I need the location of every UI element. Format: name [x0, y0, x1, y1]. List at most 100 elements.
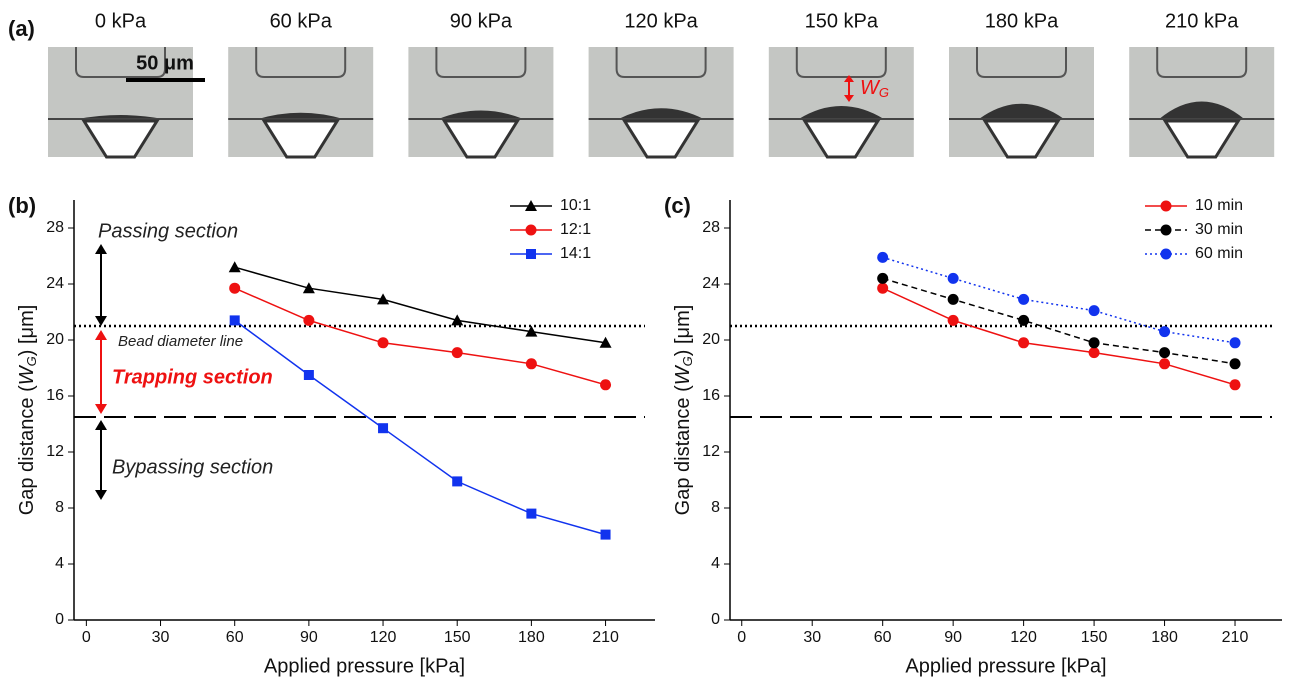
chamber — [795, 47, 887, 78]
marker — [303, 314, 315, 326]
pressure-label: 150 kPa — [805, 10, 879, 32]
y-tick-label: 16 — [46, 387, 64, 404]
x-tick-label: 120 — [1010, 629, 1037, 646]
y-tick-label: 4 — [711, 555, 720, 572]
meniscus — [979, 103, 1064, 119]
y-tick-label: 28 — [46, 219, 64, 236]
chamber — [435, 47, 527, 78]
x-tick-label: 0 — [82, 629, 91, 646]
series-line — [234, 266, 606, 344]
marker — [303, 370, 314, 380]
wg-head — [844, 75, 854, 102]
marker — [228, 261, 241, 273]
y-label-text: ) [μm] — [16, 305, 38, 357]
legend-label: 12:1 — [560, 221, 591, 238]
outlet — [261, 119, 340, 159]
marker — [1088, 347, 1100, 359]
marker — [1159, 358, 1171, 370]
y-label-text: ) [μm] — [672, 305, 694, 357]
series-line — [882, 277, 1236, 365]
y-tick-label: 24 — [46, 275, 64, 292]
legend-marker — [525, 224, 537, 236]
x-tick-label: 60 — [226, 629, 244, 646]
x-tick-label: 180 — [518, 629, 545, 646]
marker — [377, 337, 389, 349]
y-label-text: Gap distance ( — [16, 385, 38, 515]
marker — [600, 379, 612, 391]
pressure-label: 90 kPa — [450, 10, 513, 32]
x-tick-label: 150 — [1081, 629, 1108, 646]
marker — [947, 272, 959, 284]
meniscus — [438, 110, 524, 119]
y-axis-label: Gap distance (WG) [μm] — [16, 305, 39, 516]
y-tick-label: 24 — [702, 275, 720, 292]
marker — [1159, 326, 1171, 338]
panel-label: (a) — [8, 16, 35, 41]
annotation: Trapping section — [112, 366, 273, 388]
series-line — [882, 287, 1236, 386]
x-tick-label: 120 — [370, 629, 397, 646]
marker — [451, 314, 464, 326]
annotation: Bead diameter line — [118, 333, 243, 350]
legend-marker — [1160, 224, 1172, 236]
pressure-label: 60 kPa — [270, 10, 333, 32]
legend-marker — [1160, 200, 1172, 212]
marker — [877, 272, 889, 284]
marker — [1229, 379, 1241, 391]
pressure-label: 120 kPa — [624, 10, 698, 32]
x-tick-label: 30 — [803, 629, 821, 646]
x-tick-label: 90 — [944, 629, 962, 646]
panel-label: (c) — [664, 193, 691, 218]
marker — [1018, 293, 1030, 305]
y-label-italic: W — [672, 364, 694, 385]
outlet — [81, 119, 160, 159]
x-tick-label: 210 — [1222, 629, 1249, 646]
y-axis-label: Gap distance (WG) [μm] — [672, 305, 695, 516]
marker — [526, 508, 537, 519]
legend-marker — [525, 200, 537, 211]
y-label-sub: G — [24, 356, 39, 366]
marker — [1018, 337, 1030, 349]
marker — [377, 293, 390, 305]
pressure-label: 210 kPa — [1165, 10, 1239, 32]
chamber — [1156, 47, 1248, 78]
chamber — [75, 47, 166, 78]
meniscus — [798, 106, 884, 119]
y-tick-label: 20 — [702, 331, 720, 348]
y-tick-label: 12 — [46, 443, 64, 460]
x-tick-label: 0 — [737, 629, 746, 646]
marker — [452, 476, 463, 487]
marker — [1018, 314, 1030, 326]
wg-sub: G — [879, 85, 889, 100]
marker — [229, 315, 240, 326]
micrographs — [48, 47, 1275, 159]
pressure-label: 180 kPa — [985, 10, 1059, 32]
series-line — [882, 256, 1236, 344]
annotation: Passing section — [98, 220, 238, 242]
legend-marker — [1160, 248, 1172, 260]
chamber — [615, 47, 707, 78]
legend-label: 10 min — [1195, 197, 1243, 214]
legend-label: 14:1 — [560, 245, 591, 262]
meniscus — [618, 108, 704, 119]
x-tick-label: 60 — [874, 629, 892, 646]
marker — [378, 423, 389, 434]
marker — [1088, 337, 1100, 349]
marker — [1229, 337, 1241, 349]
marker — [525, 325, 538, 337]
outlet — [1162, 119, 1241, 159]
x-tick-label: 210 — [592, 629, 619, 646]
legend-label: 30 min — [1195, 221, 1243, 238]
meniscus — [258, 112, 344, 119]
marker — [302, 282, 315, 294]
marker — [877, 251, 889, 263]
x-axis-label: Applied pressure [kPa] — [905, 655, 1106, 677]
y-tick-label: 12 — [702, 443, 720, 460]
y-tick-label: 0 — [711, 611, 720, 628]
y-label-italic: W — [16, 364, 38, 385]
marker — [1088, 305, 1100, 317]
outlet — [802, 119, 881, 159]
marker — [1159, 347, 1171, 359]
outlet — [621, 119, 701, 159]
